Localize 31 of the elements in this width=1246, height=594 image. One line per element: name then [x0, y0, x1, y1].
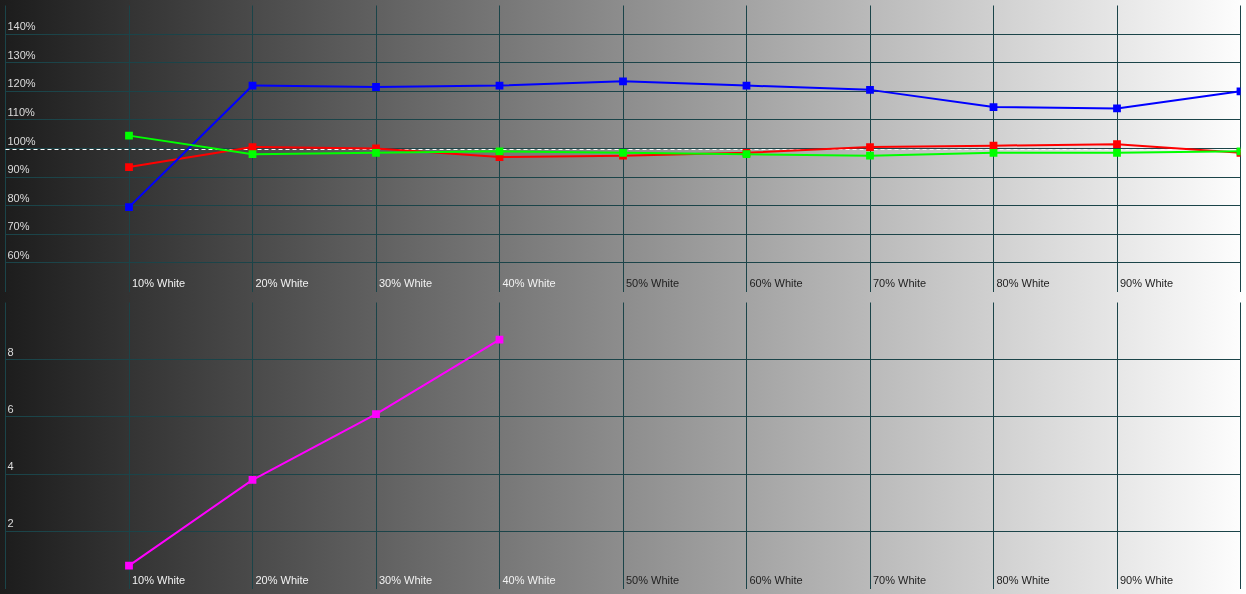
x-tick-label: 90% White	[1120, 276, 1174, 289]
x-tick-label: 40% White	[502, 573, 556, 586]
x-tick-label: 20% White	[255, 276, 309, 289]
x-tick-label: 10% White	[132, 276, 186, 289]
x-tick-label: 20% White	[255, 573, 309, 586]
y-tick-label: 6	[7, 402, 14, 415]
x-tick-label: 70% White	[873, 276, 927, 289]
x-tick-label: 60% White	[749, 276, 803, 289]
y-tick-label: 140%	[7, 20, 36, 33]
y-tick-label: 130%	[7, 48, 36, 61]
x-tick-label: 90% White	[1120, 573, 1174, 586]
x-tick-label: 30% White	[379, 276, 433, 289]
x-tick-label: 70% White	[873, 573, 927, 586]
x-tick-label: 80% White	[996, 573, 1050, 586]
x-tick-label: 10% White	[132, 573, 186, 586]
y-tick-label: 60%	[7, 248, 30, 261]
x-tick-label: 60% White	[749, 573, 803, 586]
y-tick-label: 110%	[7, 105, 36, 118]
x-tick-label: 50% White	[626, 573, 680, 586]
x-tick-label: 80% White	[996, 276, 1050, 289]
y-tick-label: 100%	[7, 134, 36, 147]
x-tick-label: 30% White	[379, 573, 433, 586]
y-tick-label: 8	[7, 345, 14, 358]
y-tick-label: 90%	[7, 163, 30, 176]
y-tick-label: 70%	[7, 220, 30, 233]
y-tick-label: 80%	[7, 191, 30, 204]
y-tick-label: 2	[7, 517, 14, 530]
y-tick-label: 120%	[7, 77, 36, 90]
y-tick-label: 4	[7, 460, 14, 473]
x-tick-label: 50% White	[626, 276, 680, 289]
x-tick-label: 40% White	[502, 276, 556, 289]
